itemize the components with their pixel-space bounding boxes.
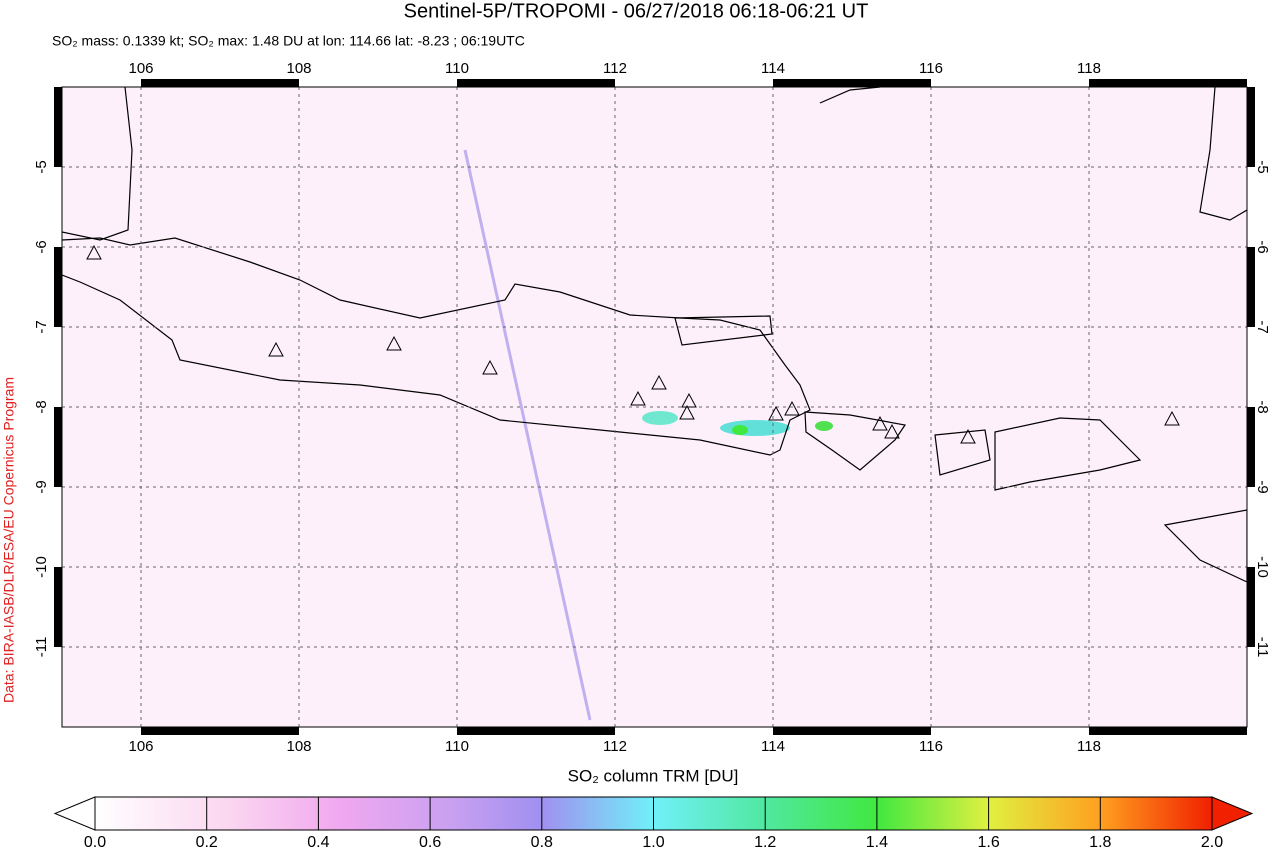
coastline: [804, 411, 907, 471]
frame-band: [773, 79, 931, 87]
colorbar-tick-label: 1.4: [866, 834, 888, 851]
colorbar-tick-label: 0.8: [531, 834, 553, 851]
volcano: [681, 392, 697, 408]
y-tick-label: -6: [1254, 240, 1271, 253]
x-tick-label: 112: [603, 738, 627, 755]
colorbar-label: SO₂ column TRM [DU]: [568, 766, 739, 785]
volcano: [630, 390, 646, 406]
colorbar-tick-label: 1.2: [754, 834, 776, 851]
credit: Data: BIRA-IASB/DLR/ESA/EU Copernicus Pr…: [1, 377, 17, 703]
x-tick-label: 106: [128, 60, 153, 77]
colorbar-tick-label: 0.4: [307, 834, 329, 851]
coastline: [819, 87, 881, 104]
x-tick-label: 112: [603, 60, 627, 77]
frame-band: [1247, 567, 1255, 647]
y-tick-label: -7: [1254, 320, 1271, 333]
colorbar-tick-label: 1.0: [642, 834, 664, 851]
subtitle: SO₂ mass: 0.1339 kt; SO₂ max: 1.48 DU at…: [52, 33, 525, 49]
frame-band: [1089, 727, 1247, 735]
frame-band: [54, 247, 62, 327]
volcano: [872, 415, 888, 431]
x-tick-label: 110: [445, 60, 469, 77]
y-tick-label: -5: [1254, 160, 1271, 173]
colorbar-tick-label: 2.0: [1201, 834, 1223, 851]
volcano: [679, 404, 695, 420]
colorbar-tick-label: 1.6: [977, 834, 999, 851]
coastline: [1199, 87, 1247, 221]
colorbar-low-arrow: [53, 796, 96, 831]
volcano: [784, 400, 800, 416]
y-tick-label: -6: [33, 240, 50, 253]
so2-patch: [815, 421, 833, 431]
x-tick-label: 116: [919, 60, 943, 77]
so2-patch: [642, 411, 678, 425]
x-tick-label: 118: [1077, 60, 1101, 77]
x-tick-label: 116: [919, 738, 943, 755]
frame-band: [457, 727, 615, 735]
x-tick-label: 118: [1077, 738, 1101, 755]
x-tick-label: 108: [286, 60, 311, 77]
volcano: [86, 244, 102, 260]
y-tick-label: -11: [33, 637, 50, 658]
y-tick-label: -9: [33, 480, 50, 493]
frame-band: [54, 87, 62, 167]
so2-patch: [732, 425, 748, 435]
x-tick-label: 114: [761, 738, 785, 755]
frame-band: [54, 407, 62, 487]
x-tick-label: 106: [128, 738, 153, 755]
frame-band: [54, 567, 62, 647]
y-tick-label: -7: [33, 320, 50, 333]
y-tick-label: -11: [1254, 637, 1271, 658]
x-tick-label: 108: [286, 738, 311, 755]
volcano: [884, 423, 900, 439]
frame-band: [141, 727, 299, 735]
colorbar-tick-label: 0.6: [419, 834, 441, 851]
stripe-artifact: [463, 149, 592, 721]
frame-band: [773, 727, 931, 735]
colorbar-high-arrow: [1211, 796, 1254, 831]
y-tick-label: -8: [1254, 400, 1271, 413]
volcano: [268, 341, 284, 357]
colorbar-tick-label: 0.0: [84, 834, 106, 851]
chart-title: Sentinel-5P/TROPOMI - 06/27/2018 06:18-0…: [404, 0, 869, 22]
x-tick-label: 110: [445, 738, 469, 755]
x-tick-label: 114: [761, 60, 785, 77]
coastline: [62, 237, 811, 456]
y-tick-label: -10: [1254, 556, 1271, 578]
colorbar-tick-label: 1.8: [1089, 834, 1111, 851]
y-tick-label: -5: [33, 160, 50, 173]
volcanoes: [86, 244, 1180, 444]
frame-band: [457, 79, 615, 87]
frame-band: [1089, 79, 1247, 87]
coastline: [674, 315, 773, 346]
volcano: [960, 428, 976, 444]
frame-band: [1247, 247, 1255, 327]
volcano: [482, 359, 498, 375]
coastline: [62, 87, 133, 241]
volcano: [1164, 410, 1180, 426]
frame-band: [1247, 407, 1255, 487]
volcano: [651, 374, 667, 390]
coastline: [994, 417, 1142, 491]
volcano: [386, 335, 402, 351]
y-tick-label: -10: [33, 556, 50, 578]
y-tick-label: -8: [33, 400, 50, 413]
frame-band: [141, 79, 299, 87]
map: [62, 87, 1247, 727]
so2-patch: [720, 420, 790, 436]
coastline: [1163, 509, 1247, 583]
y-tick-label: -9: [1254, 480, 1271, 493]
frame-band: [1247, 87, 1255, 167]
colorbar-tick-label: 0.2: [196, 834, 218, 851]
volcano: [768, 405, 784, 421]
